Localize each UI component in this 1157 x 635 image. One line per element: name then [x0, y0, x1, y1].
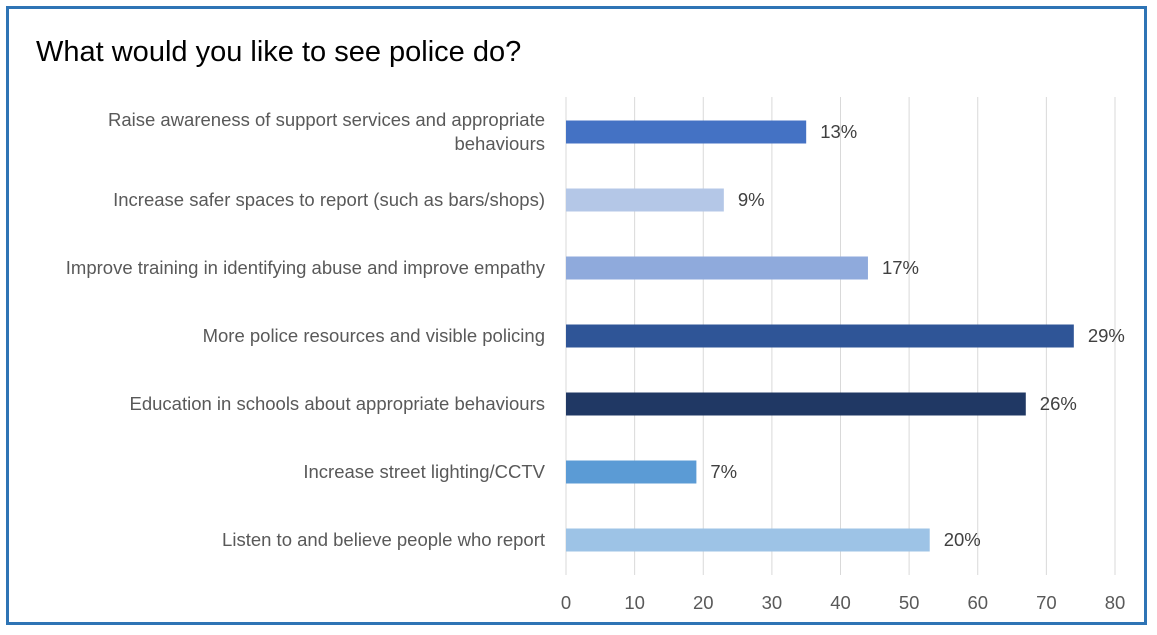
category-label: More police resources and visible polici… — [203, 325, 545, 346]
bars — [566, 120, 1074, 552]
x-tick-label: 0 — [561, 592, 571, 613]
x-tick-label: 30 — [762, 592, 783, 613]
category-labels: Raise awareness of support services and … — [66, 109, 546, 550]
category-label: Increase safer spaces to report (such as… — [113, 189, 545, 210]
x-tick-label: 50 — [899, 592, 920, 613]
x-tick-label: 20 — [693, 592, 714, 613]
x-tick-label: 80 — [1105, 592, 1126, 613]
bar — [566, 324, 1074, 348]
x-tick-label: 60 — [967, 592, 988, 613]
bar — [566, 188, 724, 212]
data-label: 9% — [738, 189, 765, 210]
category-label: Improve training in identifying abuse an… — [66, 257, 546, 278]
data-labels: 13% 9% 17% 29% 26% 7% 20% — [710, 121, 1124, 550]
x-axis-tick-labels: 0 10 20 30 40 50 60 70 80 — [561, 592, 1125, 613]
bar — [566, 256, 868, 280]
data-label: 20% — [944, 529, 981, 550]
category-label: Increase street lighting/CCTV — [303, 461, 545, 482]
data-label: 26% — [1040, 393, 1077, 414]
bar — [566, 528, 930, 552]
data-label: 13% — [820, 121, 857, 142]
category-label: Education in schools about appropriate b… — [129, 393, 545, 414]
chart-title: What would you like to see police do? — [36, 36, 522, 68]
bar — [566, 460, 697, 484]
chart-frame — [6, 6, 1147, 625]
x-tick-label: 10 — [624, 592, 645, 613]
data-label: 29% — [1088, 325, 1125, 346]
bar — [566, 392, 1026, 416]
category-label: behaviours — [454, 133, 545, 154]
category-label: Raise awareness of support services and … — [108, 109, 545, 130]
category-label: Listen to and believe people who report — [222, 529, 545, 550]
bar — [566, 120, 807, 144]
x-tick-label: 40 — [830, 592, 851, 613]
x-tick-label: 70 — [1036, 592, 1057, 613]
data-label: 17% — [882, 257, 919, 278]
data-label: 7% — [710, 461, 737, 482]
